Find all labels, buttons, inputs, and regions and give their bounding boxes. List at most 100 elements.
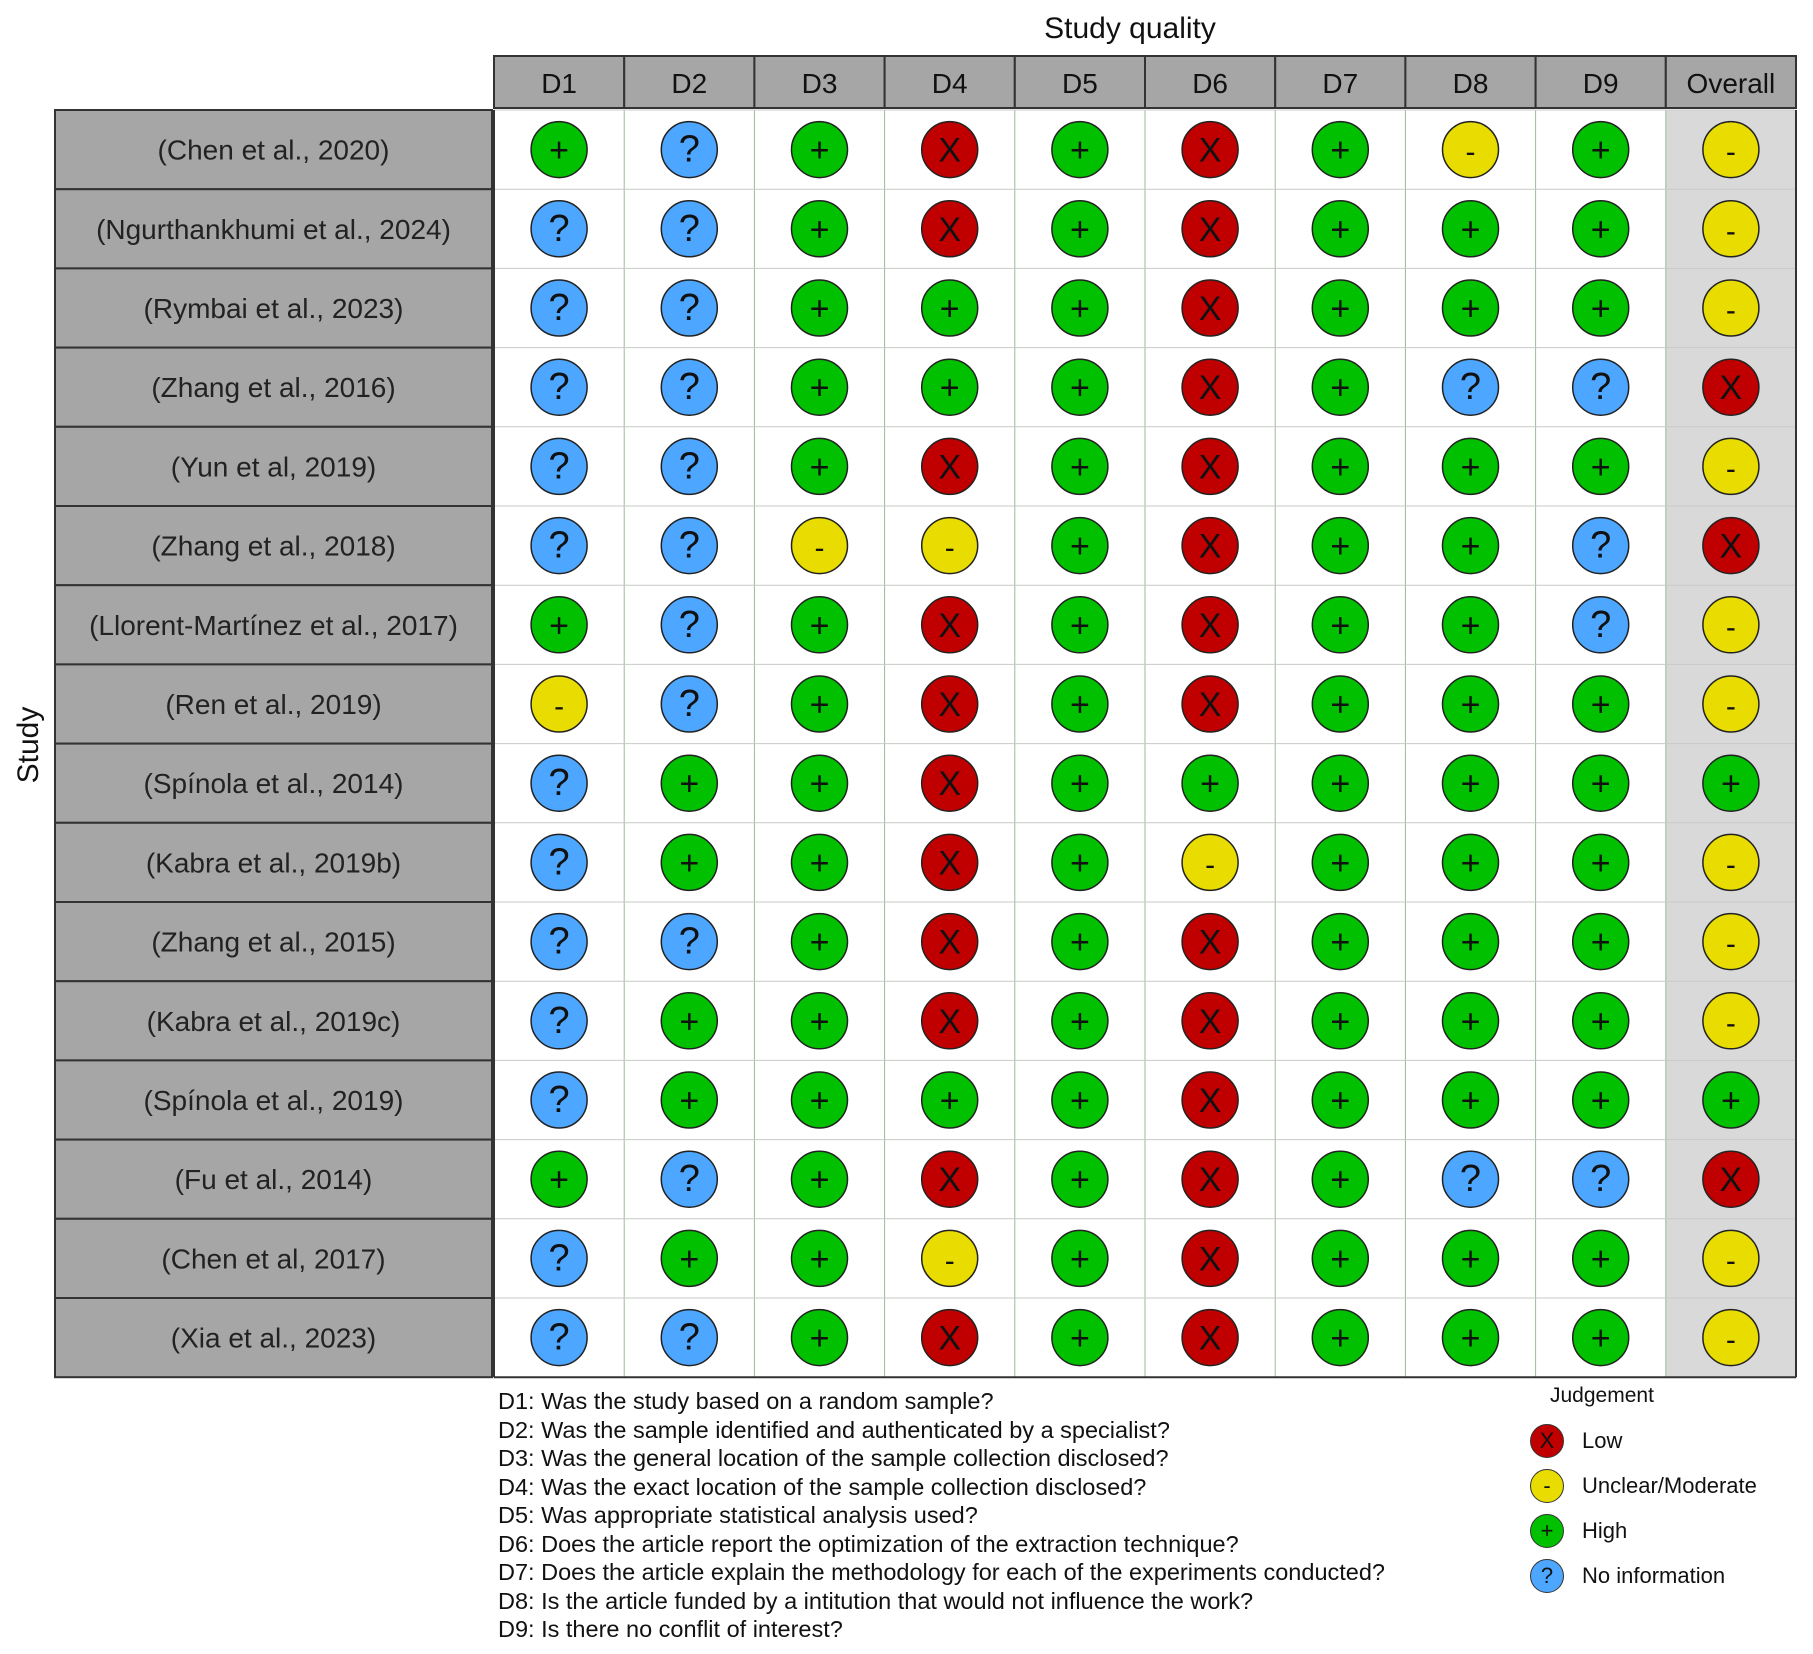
judgement-mark-high: +	[1441, 992, 1500, 1050]
judgement-mark-no-information: ?	[660, 1308, 719, 1367]
judgement-circle	[1051, 516, 1109, 575]
judgement-symbol: X	[1199, 528, 1222, 566]
judgement-mark-high: +	[1051, 120, 1109, 179]
judgement-circle	[920, 596, 979, 654]
judgement-mark-high: +	[1051, 516, 1109, 575]
judgement-symbol: +	[1461, 448, 1481, 486]
judgement-symbol: +	[1330, 686, 1350, 724]
judgement-symbol: +	[1070, 528, 1090, 566]
judgement-circle	[1181, 120, 1239, 179]
judgement-circle	[1051, 279, 1109, 337]
judgement-mark-unclear-moderate: -	[1702, 833, 1760, 892]
judgement-mark-low: X	[920, 120, 979, 179]
judgement-circle	[1702, 992, 1760, 1050]
judgement-symbol: +	[1721, 1082, 1741, 1120]
judgement-circle	[790, 912, 849, 971]
row-label-study: (Xia et al., 2023)	[171, 1323, 376, 1354]
judgement-mark-low: X	[920, 1308, 979, 1367]
judgement-mark-high: +	[790, 1308, 849, 1367]
judgement-symbol: ?	[679, 525, 700, 567]
judgement-circle	[660, 200, 719, 258]
judgement-mark-low: X	[920, 596, 979, 654]
judgement-mark-high: +	[1311, 437, 1370, 496]
judgement-circle	[790, 516, 849, 575]
judgement-symbol: +	[810, 765, 830, 803]
judgement-symbol: +	[810, 844, 830, 882]
judgement-mark-low: X	[1181, 675, 1239, 733]
judgement-symbol: +	[1591, 448, 1611, 486]
judgement-symbol: +	[1591, 765, 1611, 803]
judgement-symbol: +	[940, 290, 960, 328]
judgement-mark-high: +	[1051, 675, 1109, 733]
judgement-circle	[1441, 200, 1500, 258]
row-label-study: (Llorent-Martínez et al., 2017)	[89, 610, 458, 641]
judgement-mark-no-information: ?	[530, 1308, 588, 1367]
judgement-circle	[660, 1229, 719, 1288]
judgement-circle	[1441, 675, 1500, 733]
judgement-circle	[790, 120, 849, 179]
judgement-symbol: X	[1199, 1240, 1222, 1278]
judgement-symbol: X	[938, 607, 961, 645]
judgement-symbol: +	[1461, 686, 1481, 724]
judgement-circle	[530, 754, 588, 812]
judgement-mark-low: X	[1181, 437, 1239, 496]
judgement-circle	[1181, 833, 1239, 892]
judgement-symbol: ?	[679, 208, 700, 250]
judgement-symbol: +	[1591, 844, 1611, 882]
judgement-mark-high: +	[920, 358, 979, 416]
judgement-circle	[1051, 200, 1109, 258]
judgement-mark-low: X	[920, 675, 979, 733]
judgement-symbol: +	[1330, 844, 1350, 882]
judgement-circle	[660, 596, 719, 654]
judgement-symbol: X	[938, 844, 961, 882]
judgement-symbol: X	[1199, 1003, 1222, 1041]
judgement-symbol: ?	[679, 129, 700, 171]
judgement-circle	[1311, 992, 1370, 1050]
judgement-circle	[1311, 754, 1370, 812]
judgement-mark-unclear-moderate: -	[1702, 437, 1760, 496]
judgement-symbol: +	[810, 1082, 830, 1120]
judgement-symbol: ?	[1460, 1158, 1481, 1200]
judgement-mark-high: +	[530, 1150, 588, 1208]
judgement-mark-high: +	[1181, 754, 1239, 812]
judgement-symbol: -	[1726, 215, 1736, 248]
column-header-cell-d5	[1013, 55, 1146, 109]
judgement-mark-high: +	[660, 1229, 719, 1288]
judgement-symbol: -	[1466, 136, 1476, 169]
judgement-circle	[1051, 120, 1109, 179]
judgement-symbol: +	[1070, 1003, 1090, 1041]
judgement-symbol: +	[1070, 132, 1090, 170]
judgement-circle	[1311, 1150, 1370, 1208]
judgement-symbol: X	[1199, 1161, 1222, 1199]
judgement-circle	[1311, 596, 1370, 654]
row-label-study: (Fu et al., 2014)	[175, 1164, 373, 1195]
judgement-mark-high: +	[1051, 358, 1109, 416]
judgement-circle	[1051, 437, 1109, 496]
judgement-circle	[1702, 1308, 1760, 1367]
row-label-study: (Yun et al, 2019)	[171, 451, 376, 482]
unclear-judgement-icon: -	[1530, 1468, 1564, 1503]
judgement-mark-low: X	[1702, 516, 1760, 575]
column-header-d4: D4	[932, 68, 968, 99]
judgement-mark-high: +	[790, 596, 849, 654]
judgement-symbol: +	[1070, 1320, 1090, 1358]
judgement-circle	[1571, 1071, 1630, 1129]
judgement-symbol: X	[938, 924, 961, 962]
judgement-circle	[1051, 1308, 1109, 1367]
judgement-circle	[920, 675, 979, 733]
judgement-mark-high: +	[1441, 1071, 1500, 1129]
column-header-cell-d9	[1534, 55, 1667, 109]
column-header-d7: D7	[1322, 68, 1358, 99]
judgement-symbol: +	[1330, 1003, 1350, 1041]
judgement-symbol: -	[1726, 690, 1736, 723]
judgement-symbol: +	[1330, 1320, 1350, 1358]
footnote-d2: D2: Was the sample identified and authen…	[498, 1416, 1170, 1443]
judgement-circle	[530, 358, 588, 416]
judgement-circle	[920, 754, 979, 812]
judgement-circle	[660, 754, 719, 812]
judgement-symbol: +	[549, 132, 569, 170]
row-label-cell	[54, 346, 493, 428]
judgement-symbol: +	[1330, 1240, 1350, 1278]
judgement-symbol: +	[1330, 528, 1350, 566]
judgement-mark-high: +	[790, 1150, 849, 1208]
